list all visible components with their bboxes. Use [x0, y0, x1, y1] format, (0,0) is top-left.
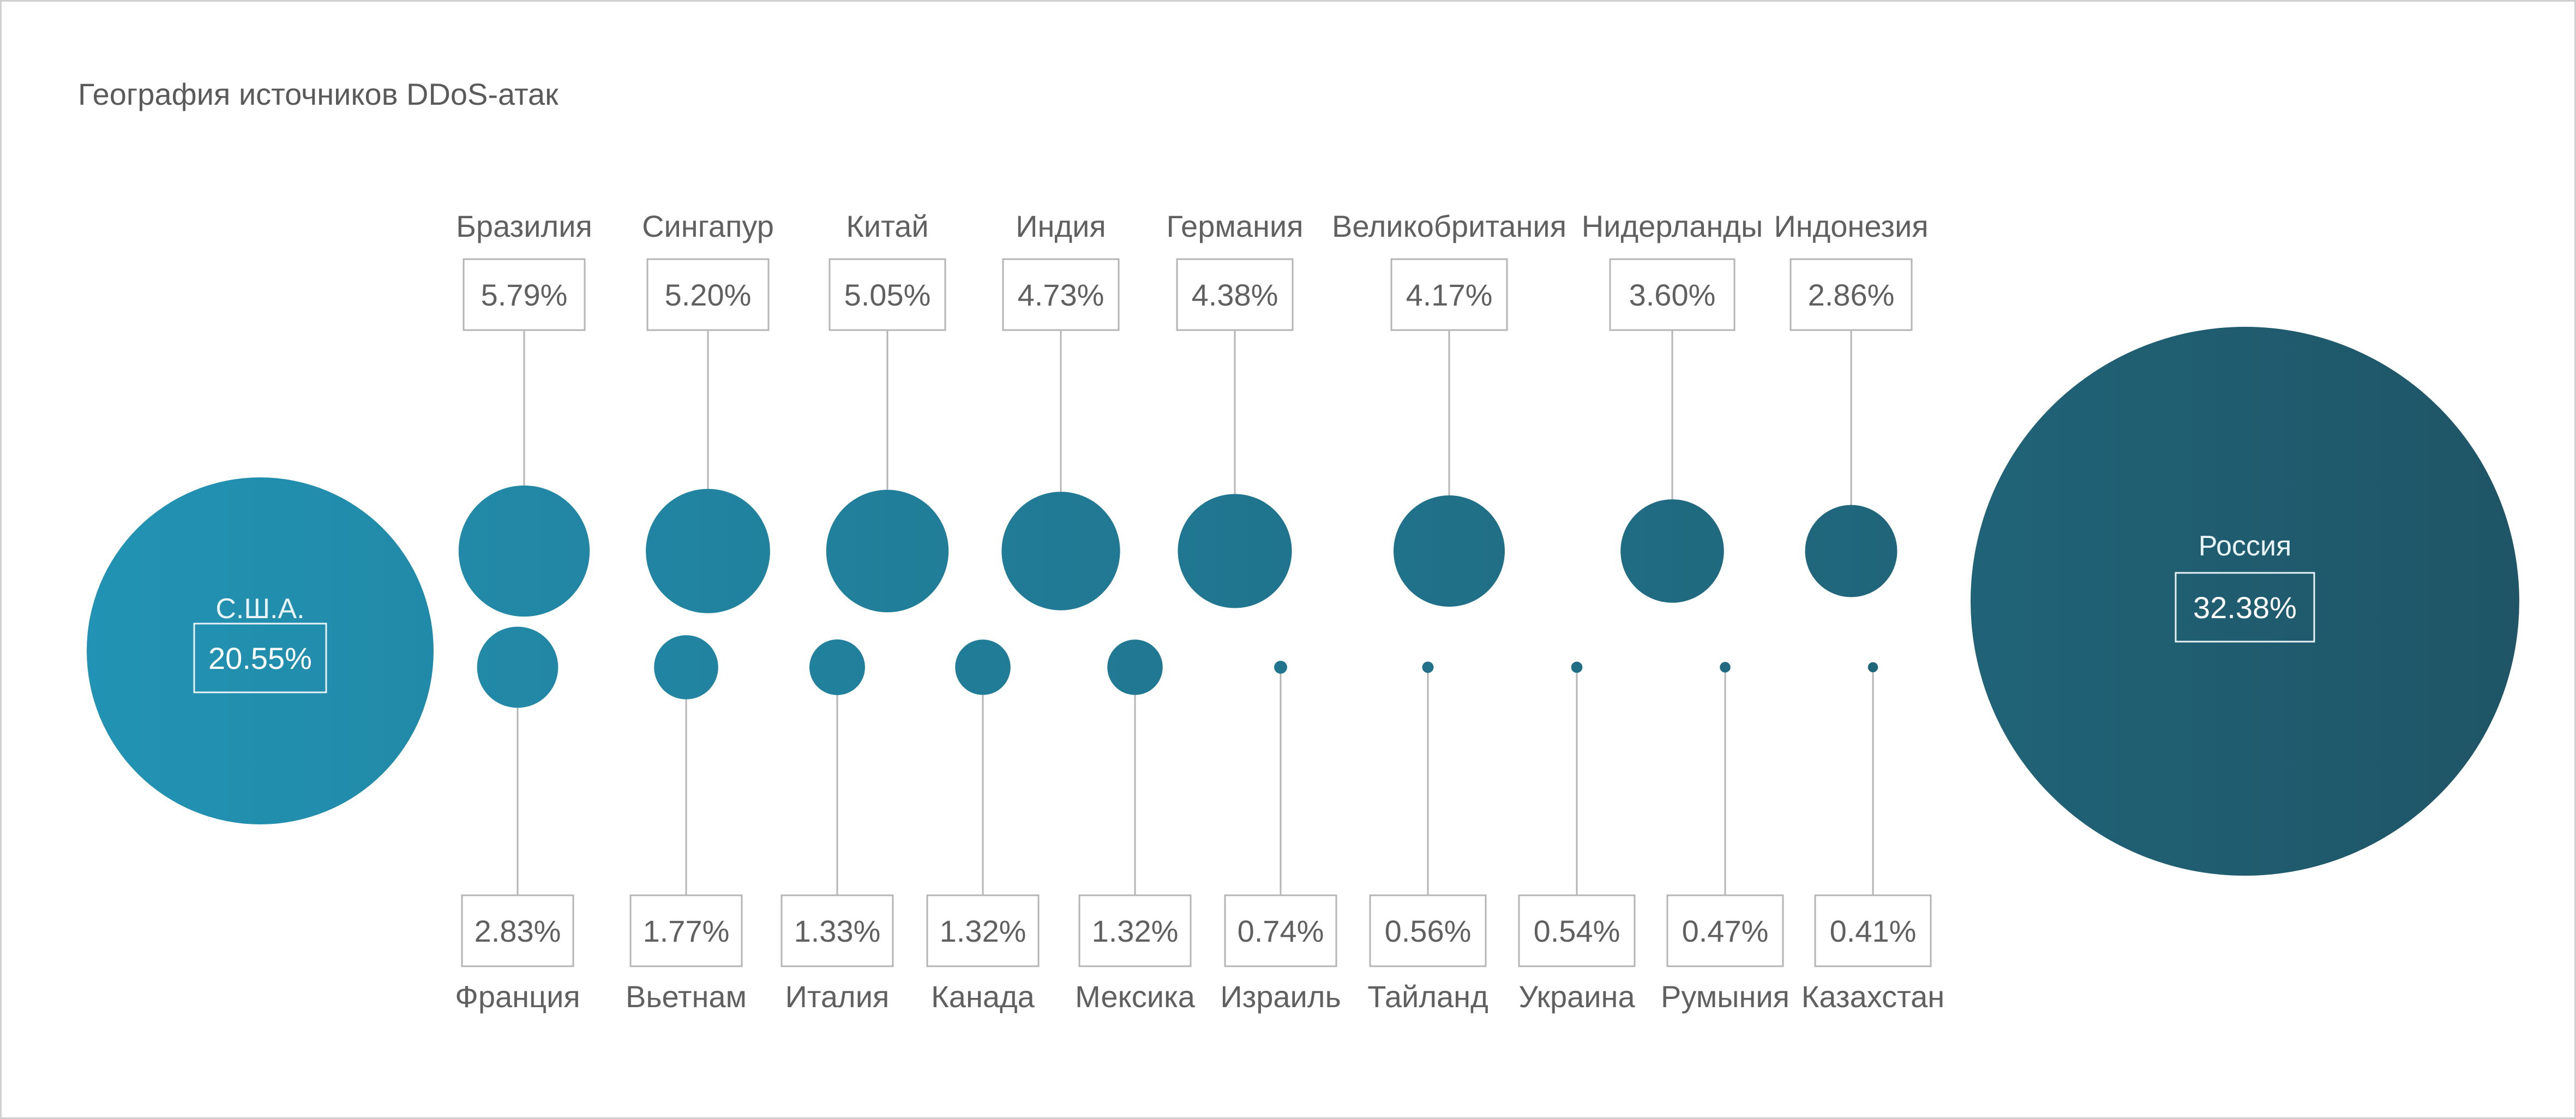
top-country-name-2: Китай [846, 209, 928, 243]
top-bubble-5 [1394, 495, 1505, 607]
top-value-label-0: 5.79% [481, 278, 568, 312]
bottom-value-box-1 [629, 894, 743, 967]
top-value-box-7 [1790, 258, 1913, 331]
bottom-country-name-6: Тайланд [1367, 979, 1488, 1014]
leader-lines [517, 330, 1874, 895]
top-value-box-5 [1390, 258, 1508, 331]
top-country-name-3: Индия [1016, 209, 1106, 243]
bottom-value-label-0: 2.83% [475, 914, 561, 948]
bottom-country-name-0: Франция [455, 979, 580, 1014]
top-country-name-4: Германия [1166, 209, 1303, 243]
bottom-country-name-3: Канада [931, 979, 1035, 1014]
bubble-large-value-1: 32.38% [2193, 590, 2297, 625]
bottom-bubble-8 [1720, 662, 1731, 673]
top-country-name-6: Нидерланды [1582, 209, 1763, 243]
top-value-label-3: 4.73% [1018, 278, 1104, 312]
bubble-large-1 [1971, 327, 2519, 876]
top-bubble-1 [646, 489, 770, 613]
top-bubble-7 [1805, 505, 1898, 597]
top-value-box-0 [463, 258, 586, 331]
chart-title: География источников DDoS-атак [78, 77, 559, 111]
top-bubble-3 [1001, 492, 1120, 611]
bottom-value-label-1: 1.77% [643, 914, 730, 948]
bubble-large-name-1: Россия [2199, 530, 2292, 562]
top-bubble-4 [1178, 494, 1292, 608]
bottom-value-label-5: 0.74% [1238, 914, 1324, 948]
bubbles [87, 327, 2519, 876]
top-country-name-1: Сингапур [642, 209, 774, 243]
bubble-large-box-0 [193, 623, 327, 693]
top-value-label-7: 2.86% [1808, 278, 1895, 312]
bottom-bubble-6 [1422, 661, 1434, 673]
bottom-bubble-0 [477, 626, 559, 708]
top-bubble-2 [826, 489, 949, 613]
bottom-value-label-7: 0.54% [1534, 914, 1620, 948]
bottom-country-name-2: Италия [785, 979, 890, 1014]
bottom-bubble-2 [809, 639, 865, 695]
bottom-bubble-3 [955, 639, 1011, 695]
top-country-name-5: Великобритания [1332, 209, 1566, 243]
top-value-box-2 [828, 258, 946, 331]
bottom-bubble-1 [654, 635, 718, 699]
bottom-country-name-1: Вьетнам [626, 979, 747, 1014]
bottom-value-label-8: 0.47% [1682, 914, 1769, 948]
bottom-value-box-3 [926, 894, 1040, 967]
bottom-value-label-6: 0.56% [1385, 914, 1472, 948]
bottom-country-name-7: Украина [1518, 979, 1635, 1014]
bottom-bubble-4 [1107, 639, 1163, 695]
bottom-value-box-7 [1518, 894, 1636, 967]
bubble-large-value-0: 20.55% [208, 641, 312, 675]
top-value-box-3 [1002, 258, 1120, 331]
bottom-bubble-5 [1274, 661, 1287, 674]
bottom-value-box-4 [1078, 894, 1192, 967]
top-value-label-2: 5.05% [844, 278, 931, 312]
top-country-name-0: Бразилия [456, 209, 592, 243]
bubble-large-0 [87, 477, 434, 824]
bottom-country-name-9: Казахстан [1802, 979, 1944, 1014]
top-bubble-0 [458, 485, 590, 617]
bottom-value-box-6 [1369, 894, 1487, 967]
bottom-value-label-4: 1.32% [1092, 914, 1179, 948]
top-value-box-6 [1609, 258, 1736, 331]
bottom-value-box-0 [461, 894, 574, 967]
bottom-value-box-8 [1666, 894, 1784, 967]
top-value-label-4: 4.38% [1192, 278, 1278, 312]
bottom-bubble-9 [1868, 662, 1878, 673]
bottom-value-box-2 [780, 894, 894, 967]
bubble-large-name-0: С.Ш.А. [215, 593, 304, 625]
bottom-country-name-8: Румыния [1661, 979, 1790, 1014]
bottom-value-label-9: 0.41% [1830, 914, 1917, 948]
bottom-value-label-3: 1.32% [940, 914, 1026, 948]
bottom-value-label-2: 1.33% [794, 914, 881, 948]
top-value-label-1: 5.20% [665, 278, 752, 312]
bottom-bubble-7 [1571, 661, 1583, 673]
bubble-large-box-1 [2175, 572, 2315, 643]
top-value-box-1 [646, 258, 770, 331]
top-country-name-7: Индонезия [1774, 209, 1928, 243]
bottom-value-box-5 [1224, 894, 1337, 967]
bottom-country-name-5: Израиль [1220, 979, 1341, 1014]
top-value-label-5: 4.17% [1406, 278, 1493, 312]
labels: С.Ш.А. 20.55% Россия 32.38% Бразилия 5.79% Син… [193, 209, 2315, 1014]
top-value-label-6: 3.60% [1629, 278, 1716, 312]
top-bubble-6 [1620, 499, 1724, 603]
bottom-country-name-4: Мексика [1075, 979, 1196, 1014]
bottom-value-box-9 [1814, 894, 1932, 967]
top-value-box-4 [1176, 258, 1294, 331]
